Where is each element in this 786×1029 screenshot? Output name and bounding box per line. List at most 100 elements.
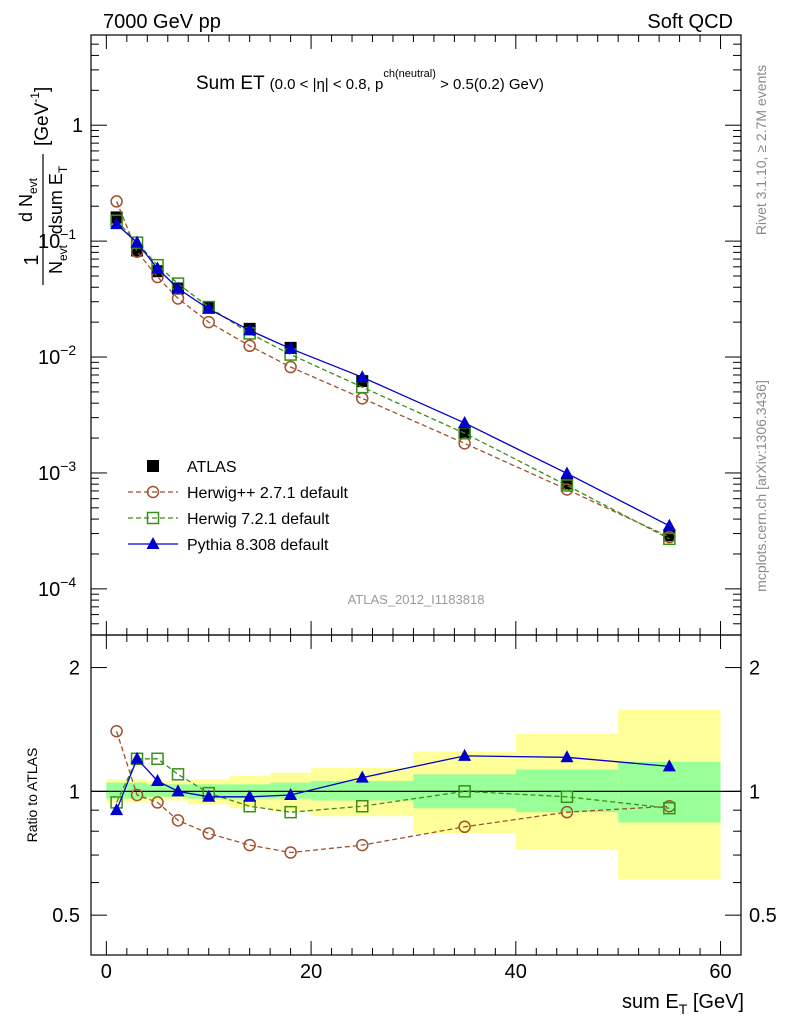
- legend-label: Herwig++ 2.7.1 default: [187, 485, 349, 502]
- ratio-point: [284, 805, 297, 819]
- ratio-point: [356, 838, 369, 852]
- y-tick-label-main: 10−2: [38, 342, 76, 369]
- ratio-uncertainty-bands: [106, 709, 721, 880]
- data-point: [356, 392, 369, 405]
- data-point: [560, 466, 574, 479]
- ratio-band-inner: [126, 782, 148, 799]
- ratio-point: [243, 838, 256, 852]
- ratio-y-axis-label: Ratio to ATLAS: [24, 748, 40, 843]
- ylabel-unit-end: ]: [32, 87, 53, 92]
- ratio-point: [284, 846, 297, 859]
- y-tick-label-base: 10: [38, 579, 60, 601]
- ratio-point: [151, 773, 165, 786]
- ylabel-unit-base: [GeV: [32, 102, 53, 146]
- y-tick-label-ratio-left: 1: [69, 781, 80, 803]
- x-axis-label-sub: T: [679, 1001, 688, 1017]
- y-tick-label-base: 10: [38, 463, 60, 485]
- ratio-point: [171, 814, 185, 827]
- ylabel-dn-sub: evt: [26, 177, 40, 194]
- data-point: [662, 518, 676, 531]
- data-point: [243, 323, 257, 336]
- y-tick-label-main: 10−3: [38, 458, 76, 485]
- ylabel-dsum: dsum ET: [46, 165, 70, 234]
- mcplots-credit-label: mcplots.cern.ch [arXiv:1306.3436]: [753, 380, 769, 592]
- header-right: Soft QCD: [647, 11, 733, 33]
- ratio-point: [560, 750, 574, 763]
- x-axis-label: sum ET [GeV]: [622, 991, 744, 1017]
- data-point: [202, 301, 216, 314]
- ratio-band-inner: [106, 782, 127, 799]
- plot-title-cuts-sup: ch(neutral): [383, 68, 436, 80]
- ratio-series: [110, 725, 676, 859]
- ratio-point: [560, 790, 574, 804]
- data-point: [151, 261, 165, 274]
- y-tick-label-ratio-right: 2: [749, 658, 760, 680]
- data-point: [560, 479, 574, 492]
- y-tick-label-exp: −2: [60, 342, 76, 358]
- data-point: [284, 360, 297, 374]
- y-tick-label-base: 1: [72, 115, 83, 137]
- legend-label: Herwig 7.2.1 default: [187, 511, 330, 528]
- series-line: [116, 223, 670, 527]
- ratio-point: [171, 768, 185, 781]
- x-tick-label: 20: [300, 961, 322, 983]
- ratio-point: [202, 827, 215, 840]
- legend-label: ATLAS: [187, 459, 237, 476]
- ratio-point: [243, 789, 257, 802]
- y-tick-label-ratio-right: 0.5: [749, 905, 777, 927]
- plot-title-cuts-b: > 0.5(0.2) GeV): [436, 76, 544, 93]
- y-tick-label-exp: −1: [60, 226, 76, 242]
- ratio-point: [151, 752, 164, 766]
- ylabel-dn: d Nevt: [16, 177, 40, 222]
- y-tick-label-base: 10: [38, 347, 60, 369]
- ylabel-unit-sup: -1: [28, 92, 42, 103]
- ylabel-dsum-sub: T: [56, 165, 70, 173]
- ratio-point: [458, 820, 471, 834]
- ratio-point: [202, 789, 216, 802]
- legend-marker: [146, 485, 160, 499]
- data-point: [663, 532, 676, 546]
- ratio-plot-frame: [90, 634, 742, 956]
- ylabel-unit: [GeV-1]: [28, 87, 53, 146]
- plot-title: Sum ET (0.0 < |η| < 0.8, pch(neutral) > 0…: [196, 68, 544, 94]
- data-point: [202, 315, 215, 329]
- main-series: [110, 195, 676, 546]
- main-y-axis-label: 1 Nevt d Nevt dsum ET [GeV-1]: [16, 87, 70, 285]
- ratio-point: [663, 801, 676, 815]
- x-axis-label-base: sum E: [622, 991, 679, 1013]
- plot-title-cuts-a: (0.0 < |η| < 0.8, p: [270, 76, 384, 93]
- y-tick-label-main: 10−4: [38, 574, 76, 601]
- data-point: [110, 217, 124, 230]
- ratio-point: [662, 759, 676, 772]
- ylabel-nevt: Nevt: [46, 244, 70, 274]
- y-tick-label-main: 1: [72, 115, 83, 137]
- plot-title-main: Sum ET: [196, 73, 265, 94]
- ratio-point: [130, 788, 144, 802]
- x-axis-label-unit: [GeV]: [687, 991, 744, 1013]
- legend-marker: [147, 460, 159, 472]
- analysis-id: ATLAS_2012_I1183818: [348, 592, 485, 607]
- ylabel-dsum-base: dsum E: [46, 173, 66, 234]
- ylabel-nevt-base: N: [46, 261, 66, 274]
- y-tick-label-ratio-left: 0.5: [52, 905, 80, 927]
- ratio-band-inner: [311, 780, 414, 801]
- ratio-point: [355, 770, 369, 783]
- ratio-point: [151, 796, 164, 809]
- ratio-band-inner: [147, 784, 168, 797]
- legend-marker: [146, 537, 160, 549]
- ratio-point: [130, 751, 144, 764]
- ratio-point: [560, 805, 574, 819]
- legend-label: Pythia 8.308 default: [187, 537, 329, 554]
- ylabel-nevt-sub: evt: [56, 244, 70, 261]
- y-tick-label-ratio-left: 2: [69, 658, 80, 680]
- ratio-point: [356, 799, 369, 813]
- data-point: [171, 281, 185, 294]
- x-tick-label: 0: [101, 961, 112, 983]
- ylabel-one: 1: [21, 254, 43, 265]
- ratio-line: [116, 758, 670, 813]
- x-tick-label: 60: [709, 961, 731, 983]
- series-line: [116, 220, 670, 540]
- data-point: [284, 341, 298, 354]
- x-tick-label: 40: [505, 961, 527, 983]
